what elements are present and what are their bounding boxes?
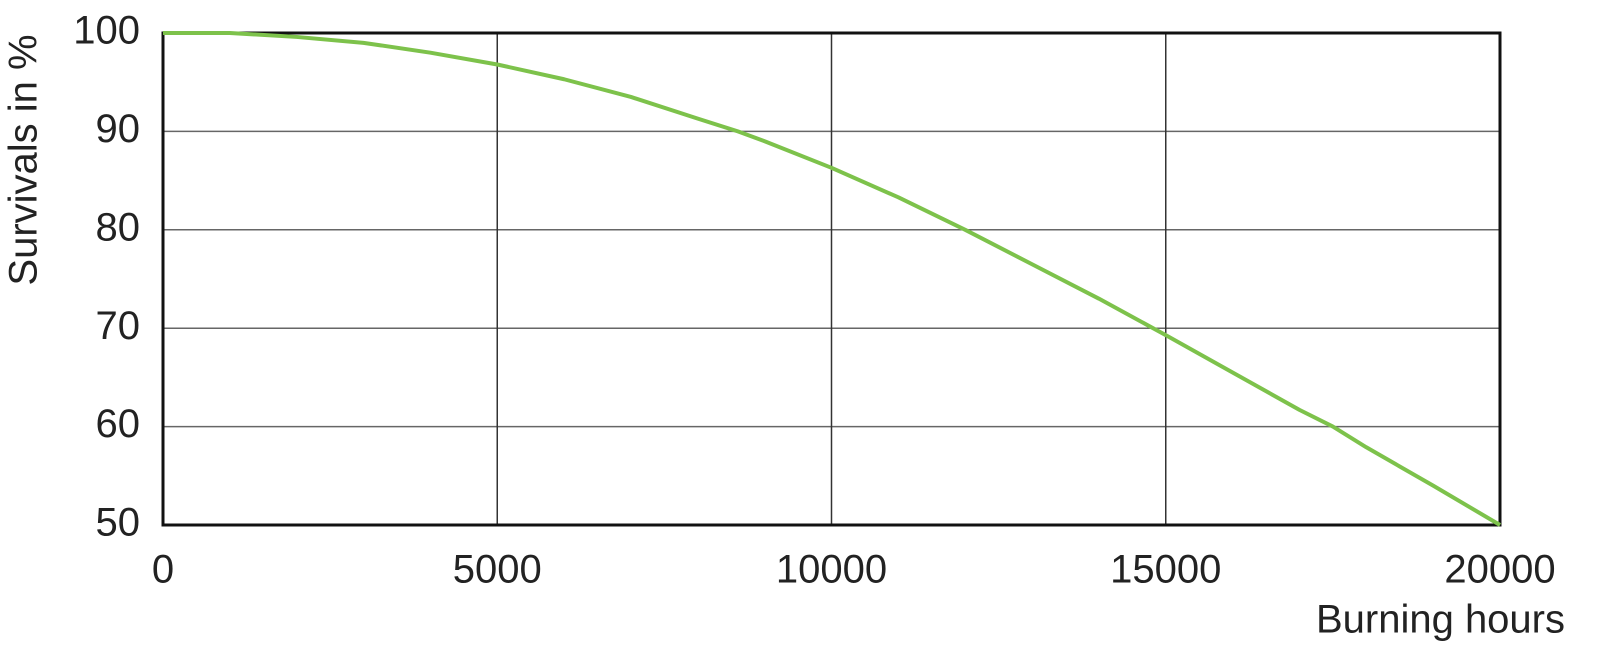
- y-tick-label: 50: [96, 501, 141, 545]
- y-tick-label: 70: [96, 304, 141, 348]
- y-axis-label: Survivals in %: [2, 34, 46, 285]
- data-line: [163, 31, 1502, 527]
- plot-frame: [161, 31, 1502, 527]
- y-tick-label: 60: [96, 402, 141, 446]
- x-tick-label: 10000: [776, 548, 887, 592]
- y-tick-label: 80: [96, 205, 141, 249]
- x-axis-label: Burning hours: [1316, 598, 1565, 642]
- y-tick-label: 90: [96, 107, 141, 151]
- y-tick-label: 100: [73, 9, 140, 53]
- x-tick-label: 5000: [453, 548, 542, 592]
- x-tick-label: 20000: [1444, 548, 1555, 592]
- x-tick-label: 15000: [1110, 548, 1221, 592]
- x-tick-label: 0: [152, 548, 174, 592]
